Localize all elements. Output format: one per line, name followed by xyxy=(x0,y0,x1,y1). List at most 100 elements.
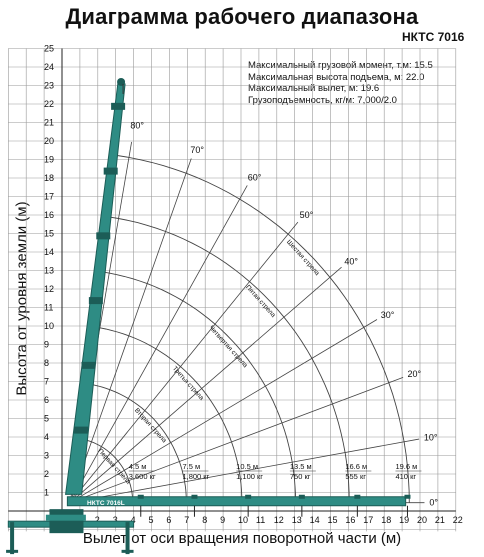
y-tick-label: 25 xyxy=(44,44,54,54)
y-tick-label: 15 xyxy=(44,229,54,239)
boom-tip-sheave xyxy=(117,77,126,86)
outrigger-leg xyxy=(10,522,15,555)
crane-model: НКТС 7016 xyxy=(402,30,465,44)
y-tick-label: 11 xyxy=(44,303,53,313)
load-weight-label: 410 кг xyxy=(395,472,416,481)
boom-vertical xyxy=(65,81,126,495)
y-tick-label: 8 xyxy=(44,358,49,368)
reach-arc xyxy=(86,383,187,503)
boom-section-joint xyxy=(81,361,96,369)
load-reach-label: 10.5 м xyxy=(236,462,258,471)
x-tick-label: 22 xyxy=(453,515,463,525)
y-tick-label: 13 xyxy=(44,266,54,276)
boom-section-label: Четвертая стрела xyxy=(208,325,249,370)
y-tick-label: 10 xyxy=(44,321,54,331)
outrigger-leg xyxy=(125,522,130,555)
load-reach-label: 7.5 м xyxy=(182,462,200,471)
x-tick-label: 11 xyxy=(256,515,265,525)
crane-base xyxy=(6,509,135,555)
x-tick-label: 18 xyxy=(381,515,391,525)
angle-label: 10° xyxy=(424,432,438,442)
angle-label: 50° xyxy=(300,210,314,220)
boom-section-label: Третья стрела xyxy=(171,365,205,402)
boom-section-joint xyxy=(74,426,89,434)
y-tick-label: 16 xyxy=(44,210,54,220)
load-hook-block xyxy=(191,494,198,499)
y-tick-label: 4 xyxy=(44,432,49,442)
boom-section-label: Шестая стрела xyxy=(285,239,321,278)
x-tick-label: 2 xyxy=(95,515,100,525)
load-reach-label: 4.5 м xyxy=(129,462,147,471)
x-tick-label: 14 xyxy=(310,515,320,525)
reach-arc xyxy=(117,155,410,503)
y-tick-label: 19 xyxy=(44,155,54,165)
x-tick-label: 7 xyxy=(184,515,189,525)
boom-section-joint xyxy=(88,297,103,305)
boom-section-label: Вторая стрела xyxy=(133,407,168,445)
x-tick-label: 12 xyxy=(274,515,284,525)
reach-arc xyxy=(108,216,350,503)
angle-label: 80° xyxy=(130,121,144,131)
column-plate xyxy=(45,514,86,521)
x-tick-label: 16 xyxy=(345,515,355,525)
angle-line xyxy=(69,185,248,503)
x-tick-label: 4 xyxy=(131,515,136,525)
load-reach-label: 13.5 м xyxy=(290,462,312,471)
y-tick-label: 24 xyxy=(44,62,54,72)
x-tick-label: 13 xyxy=(292,515,302,525)
spec-capacity: Грузоподъемность, кг/м: 7,000/2.0 xyxy=(248,94,397,106)
angle-line xyxy=(69,266,342,503)
load-hook-block xyxy=(404,494,411,499)
load-weight-label: 750 кг xyxy=(290,472,311,481)
spec-max-moment: Максимальный грузовой момент, т.м: 15.5 xyxy=(248,60,433,71)
angle-label: 20° xyxy=(408,369,422,379)
outrigger-pad xyxy=(121,549,134,553)
spec-max-reach: Максимальный вылет, м: 19.6 xyxy=(248,83,380,94)
load-weight-label: 555 кг xyxy=(345,472,366,481)
load-hook-block xyxy=(298,494,305,499)
boom-section-joint xyxy=(111,102,126,110)
y-tick-label: 20 xyxy=(44,136,54,146)
angle-line xyxy=(69,221,299,503)
angle-label: 60° xyxy=(248,172,262,182)
load-reach-label: 16.6 м xyxy=(345,462,367,471)
load-weight-label: 3,600 кг xyxy=(129,472,156,481)
outrigger-pad xyxy=(6,549,19,553)
y-tick-label: 2 xyxy=(44,469,49,479)
x-tick-label: 21 xyxy=(435,515,445,525)
x-tick-label: 5 xyxy=(149,515,154,525)
y-tick-label: 12 xyxy=(44,284,54,294)
angle-label: 0° xyxy=(429,498,438,508)
y-tick-label: 14 xyxy=(44,247,54,257)
load-hook-block xyxy=(137,494,144,499)
boom-section-joint xyxy=(103,167,118,175)
y-tick-label: 21 xyxy=(44,118,54,128)
x-tick-label: 6 xyxy=(166,515,171,525)
y-tick-label: 17 xyxy=(44,192,54,202)
angle-line xyxy=(69,377,404,504)
specs-box: Максимальный грузовой момент, т.м: 15.5 … xyxy=(248,60,433,106)
angle-label: 70° xyxy=(190,145,204,155)
y-tick-label: 6 xyxy=(44,395,49,405)
load-reach-label: 19.6 м xyxy=(395,462,417,471)
x-tick-label: 19 xyxy=(399,515,409,525)
x-tick-label: 17 xyxy=(363,515,373,525)
reach-arc xyxy=(78,438,134,503)
spec-max-height: Максимальная высота подъема, м: 22.0 xyxy=(248,71,425,83)
angle-label: 30° xyxy=(381,310,395,320)
y-tick-label: 1 xyxy=(44,488,49,498)
y-tick-label: 23 xyxy=(44,81,54,91)
y-tick-label: 3 xyxy=(44,451,49,461)
y-tick-label: 9 xyxy=(44,340,49,350)
x-tick-label: 10 xyxy=(238,515,248,525)
load-weight-label: 1,800 кг xyxy=(182,472,209,481)
x-tick-label: 9 xyxy=(220,515,225,525)
boom-model-label: НКТС 7016L xyxy=(87,500,125,507)
y-tick-label: 5 xyxy=(44,414,49,424)
angle-label: 40° xyxy=(344,256,358,266)
load-hook-block xyxy=(245,494,252,499)
y-tick-label: 22 xyxy=(44,99,54,109)
x-tick-label: 8 xyxy=(202,515,207,525)
